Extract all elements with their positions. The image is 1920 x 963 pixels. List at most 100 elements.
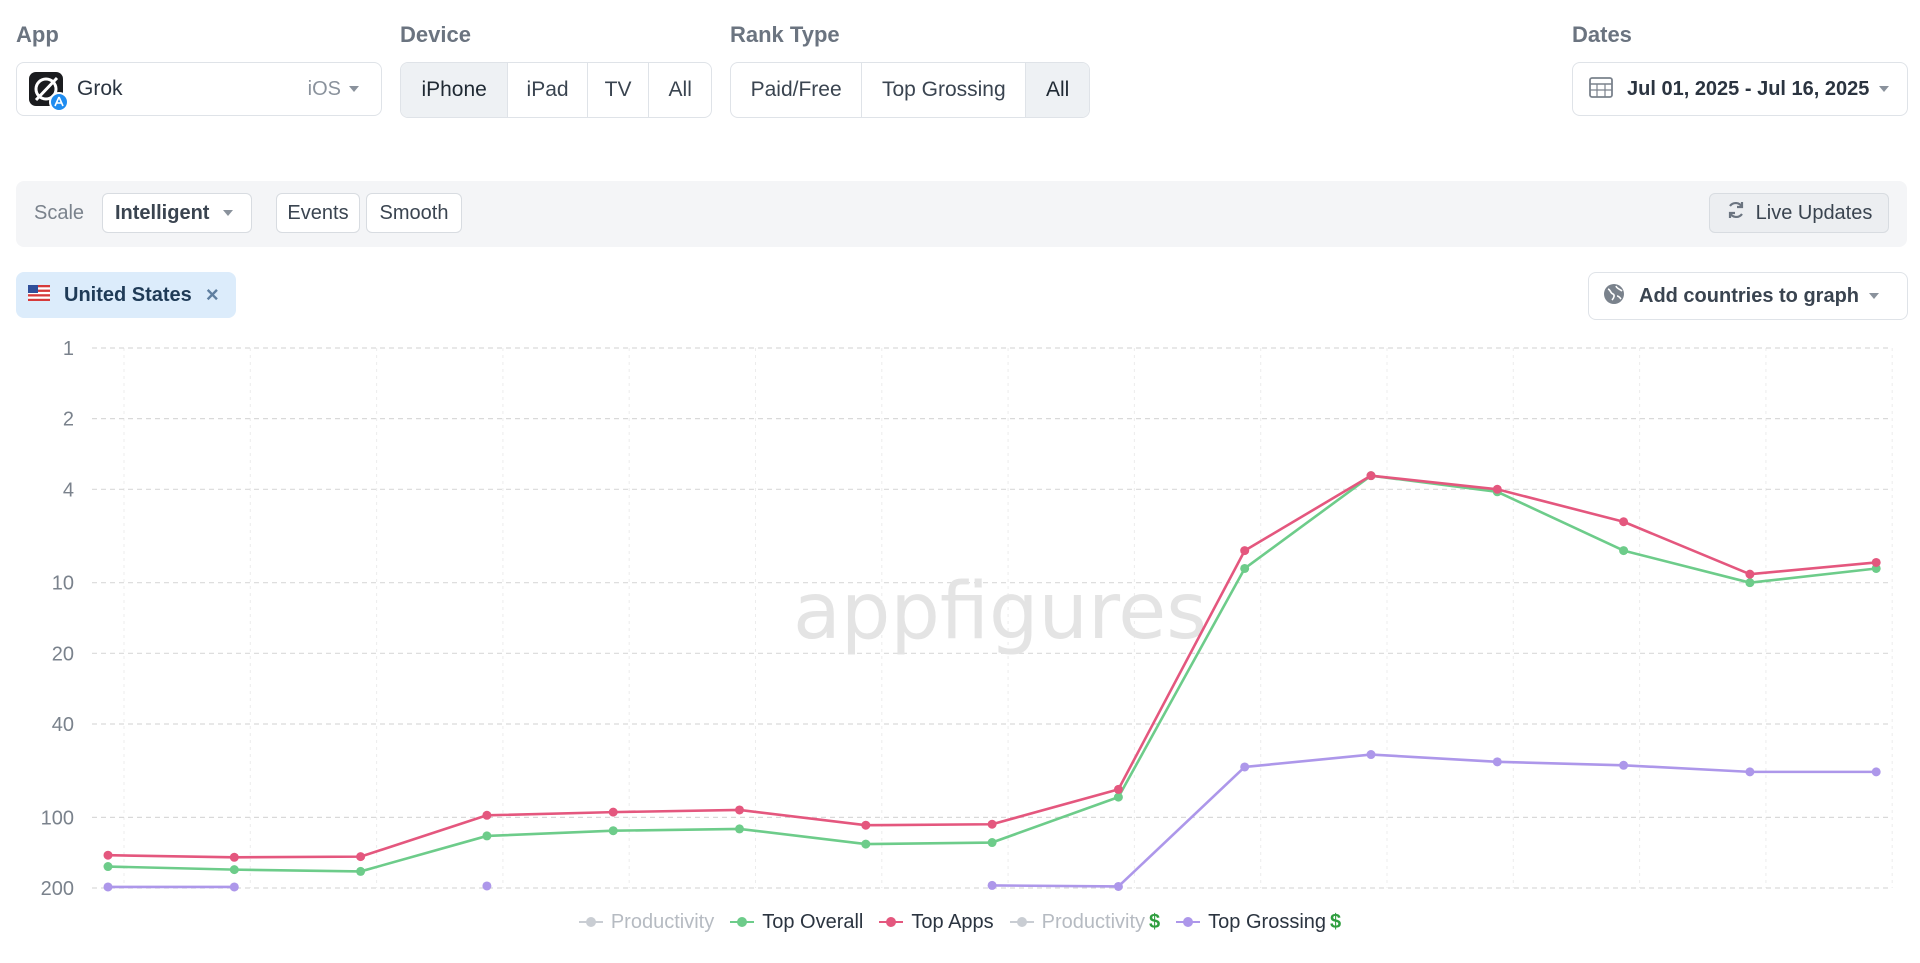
platform-dropdown[interactable]: iOS <box>308 78 359 101</box>
top-overall-point[interactable] <box>1113 792 1123 802</box>
scale-label: Scale <box>34 202 85 224</box>
top-grossing-point[interactable] <box>1619 760 1629 770</box>
top-overall-point[interactable] <box>482 831 492 841</box>
legend-item-top-apps[interactable]: Top Apps <box>879 910 994 934</box>
device-tv[interactable]: TV <box>588 63 650 117</box>
legend-label: Productivity <box>610 910 715 933</box>
events-toggle[interactable]: Events <box>276 193 360 233</box>
top-apps-point[interactable] <box>1871 557 1881 567</box>
y-tick-label: 40 <box>52 714 74 736</box>
legend-swatch-icon <box>879 917 904 927</box>
dates-label: Dates <box>1572 22 1632 47</box>
top-grossing-point[interactable] <box>1492 757 1502 767</box>
top-grossing-point[interactable] <box>482 881 492 891</box>
us-flag-icon <box>28 284 50 307</box>
app-store-badge-icon <box>49 92 69 112</box>
date-range-value: Jul 01, 2025 - Jul 16, 2025 <box>1627 77 1870 100</box>
top-apps-point[interactable] <box>735 805 744 815</box>
legend-item-productivity[interactable]: Productivity <box>578 910 715 934</box>
top-overall-point[interactable] <box>861 839 871 849</box>
rank-history-chart: 1 2 4 10 20 40 100 200 appfigures <box>41 338 1893 900</box>
dollar-icon: $ <box>1149 910 1161 933</box>
dollar-icon: $ <box>1330 910 1342 933</box>
legend-item-top-overall[interactable]: Top Overall <box>730 911 863 934</box>
top-apps-point[interactable] <box>1240 546 1250 556</box>
app-name: Grok <box>77 77 123 100</box>
top-grossing-point[interactable] <box>103 882 113 892</box>
legend-label: Top Grossing <box>1208 910 1327 933</box>
app-selector[interactable]: Grok iOS <box>16 62 382 116</box>
smooth-toggle[interactable]: Smooth <box>366 193 462 233</box>
y-tick-label: 20 <box>52 643 74 665</box>
legend-label: Top Apps <box>911 910 994 933</box>
app-label: App <box>16 22 59 47</box>
top-apps-point[interactable] <box>1619 517 1629 527</box>
top-apps-point[interactable] <box>356 852 366 862</box>
top-apps-point[interactable] <box>608 807 618 817</box>
globe-icon <box>1603 283 1625 310</box>
top-grossing-point[interactable] <box>1366 750 1376 760</box>
top-grossing-point[interactable] <box>1240 762 1250 772</box>
add-countries-dropdown[interactable]: Add countries to graph <box>1588 272 1908 320</box>
legend-swatch-icon <box>578 917 603 927</box>
top-grossing-point[interactable] <box>987 880 997 890</box>
top-apps-point[interactable] <box>482 810 492 820</box>
legend-swatch-icon <box>730 917 755 927</box>
y-tick-label: 100 <box>41 807 74 829</box>
rank-top-grossing[interactable]: Top Grossing <box>862 63 1027 117</box>
live-updates-label: Live Updates <box>1755 201 1873 224</box>
device-iphone[interactable]: iPhone <box>401 63 509 117</box>
y-tick-label: 1 <box>63 338 74 360</box>
date-range-selector[interactable]: Jul 01, 2025 - Jul 16, 2025 <box>1572 62 1908 116</box>
top-grossing-point[interactable] <box>1871 767 1881 777</box>
top-apps-point[interactable] <box>1366 471 1376 481</box>
top-apps-point[interactable] <box>1113 784 1123 794</box>
legend-swatch-icon <box>1009 917 1034 927</box>
top-overall-point[interactable] <box>1492 487 1502 497</box>
top-overall-point[interactable] <box>1366 471 1376 481</box>
live-updates-button[interactable]: Live Updates <box>1709 193 1889 233</box>
legend-label: Top Overall <box>762 910 864 933</box>
top-apps-point[interactable] <box>861 820 871 830</box>
rank-paid-free[interactable]: Paid/Free <box>731 63 863 117</box>
rank-type-selector: Paid/Free Top Grossing All <box>730 62 1090 118</box>
top-overall-point[interactable] <box>1871 563 1881 573</box>
top-grossing-point[interactable] <box>1113 881 1123 891</box>
top-overall-point[interactable] <box>229 865 239 875</box>
top-apps-point[interactable] <box>229 852 239 862</box>
close-icon[interactable]: × <box>205 282 219 307</box>
top-overall-point[interactable] <box>735 824 744 834</box>
top-apps-point[interactable] <box>987 819 997 829</box>
top-overall-point[interactable] <box>1745 578 1755 588</box>
top-overall-point[interactable] <box>608 826 618 836</box>
legend-item-top-grossing-dollar[interactable]: Top Grossing $ <box>1176 911 1341 934</box>
top-overall-point[interactable] <box>356 866 366 876</box>
top-overall-point[interactable] <box>103 862 113 872</box>
y-tick-label: 10 <box>52 573 74 595</box>
chevron-down-icon <box>223 210 234 216</box>
appfigures-watermark: appfigures <box>793 567 1207 657</box>
top-grossing-point[interactable] <box>229 882 239 892</box>
top-apps-point[interactable] <box>103 850 113 860</box>
chevron-down-icon <box>1869 293 1879 299</box>
legend-item-productivity-dollar[interactable]: Productivity $ <box>1009 910 1161 934</box>
device-label: Device <box>400 22 471 47</box>
top-overall-point[interactable] <box>1240 563 1250 573</box>
country-chip-united-states[interactable]: United States × <box>16 272 236 318</box>
top-apps-point[interactable] <box>1492 484 1502 494</box>
scale-dropdown[interactable]: Intelligent <box>102 193 252 233</box>
top-overall-point[interactable] <box>1619 546 1629 556</box>
top-overall-point[interactable] <box>987 838 997 848</box>
grok-app-icon <box>29 72 69 112</box>
rank-all[interactable]: All <box>1026 63 1089 117</box>
country-chip-label: United States <box>64 283 192 306</box>
refresh-icon <box>1726 200 1746 226</box>
device-all[interactable]: All <box>668 78 692 101</box>
device-ipad[interactable]: iPad <box>508 63 588 117</box>
top-apps-point[interactable] <box>1745 569 1755 579</box>
y-tick-label: 4 <box>63 479 74 501</box>
top-overall-line <box>107 474 1877 873</box>
device-selector: iPhone iPad TV All <box>400 62 712 118</box>
top-grossing-point[interactable] <box>1745 767 1755 777</box>
y-tick-label: 2 <box>63 409 74 431</box>
